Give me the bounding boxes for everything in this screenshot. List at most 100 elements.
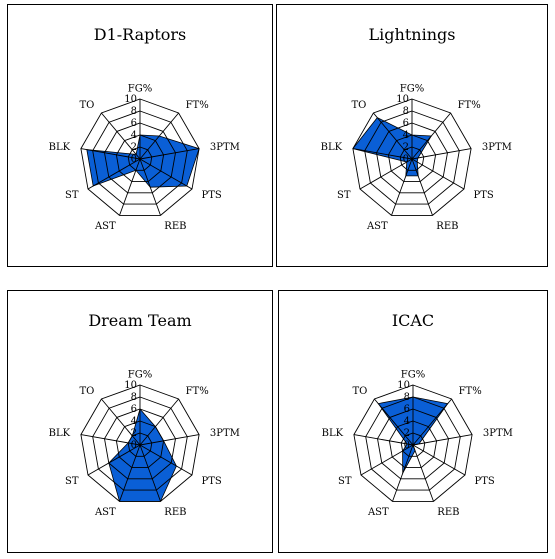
axis-spoke: [139, 148, 200, 160]
tick-label: 8: [131, 106, 137, 117]
axis-label: AST: [94, 221, 116, 232]
grid-ring: [104, 408, 176, 480]
axis-label: FT%: [459, 386, 482, 397]
axis-spoke: [374, 398, 414, 446]
axis-spoke: [412, 444, 434, 502]
chart-panel-dream-team: Dream Team 0 2 4 6 8 10 FG% FT% 3PTM PTS REB AST ST B…: [7, 290, 273, 553]
chart-title: D1-Raptors: [93, 25, 187, 44]
axis-spoke: [411, 158, 433, 216]
tick-label: 8: [403, 106, 409, 117]
tick-label: 0: [404, 440, 410, 451]
grid-ring: [92, 396, 188, 491]
axis-spoke: [139, 444, 161, 502]
axis-spoke: [352, 148, 413, 160]
tick-label: 8: [404, 392, 410, 403]
axis-spoke: [411, 112, 451, 160]
axis-label: REB: [164, 221, 186, 232]
grid-ring: [115, 134, 165, 183]
chart-panel-icac: ICAC 0 2 4 6 8 10 FG% FT% 3PTM PTS REB AST ST BLK TO: [278, 290, 548, 553]
grid-ring: [352, 98, 472, 216]
tick-label: 0: [131, 154, 137, 165]
tick-label: 0: [131, 440, 137, 451]
tick-label: 6: [404, 404, 410, 415]
axis-label: BLK: [322, 428, 344, 439]
axis-spoke: [80, 434, 141, 446]
axis-spoke: [412, 434, 473, 446]
axis-label: 3PTM: [482, 142, 512, 153]
tick-label: 4: [131, 416, 137, 427]
chart-panel-lightnings: Lightnings 0 2 4 6 8 10 FG% FT% 3PTM PTS REB AST ST B…: [276, 4, 548, 267]
grid-ring: [115, 420, 165, 469]
tick-label: 2: [403, 142, 409, 153]
axis-label: 3PTM: [483, 428, 513, 439]
axis-spoke: [412, 444, 466, 476]
tick-label: 6: [403, 118, 409, 129]
axis-label: AST: [367, 507, 389, 518]
axis-label: TO: [80, 100, 95, 111]
axis-label: ST: [65, 476, 79, 487]
axis-spoke: [392, 444, 414, 502]
axis-spoke: [87, 158, 141, 190]
axis-label: FT%: [186, 100, 209, 111]
chart-title: Dream Team: [88, 311, 192, 330]
axis-label: BLK: [49, 142, 71, 153]
grid-ring: [80, 384, 200, 502]
axis-spoke: [412, 398, 452, 446]
grid-ring: [364, 110, 460, 205]
data-polygon: [352, 117, 432, 177]
axis-label: REB: [436, 221, 458, 232]
axis-label: FG%: [400, 84, 424, 95]
axis-label: TO: [353, 386, 368, 397]
axis-label: TO: [352, 100, 367, 111]
grid-ring: [80, 98, 200, 216]
axis-label: AST: [366, 221, 388, 232]
axis-spoke: [119, 158, 141, 216]
grid-ring: [377, 408, 449, 480]
axis-label: AST: [94, 507, 116, 518]
axis-spoke: [373, 112, 413, 160]
axis-label: FG%: [128, 370, 152, 381]
axis-spoke: [139, 398, 179, 446]
grid-ring: [376, 122, 448, 194]
axis-label: PTS: [202, 476, 222, 487]
tick-label: 2: [131, 428, 137, 439]
axis-spoke: [101, 398, 141, 446]
grid-ring: [92, 110, 188, 205]
tick-label: 2: [131, 142, 137, 153]
axis-spoke: [139, 444, 193, 476]
tick-label: 6: [131, 118, 137, 129]
axis-label: BLK: [49, 428, 71, 439]
axis-label: REB: [437, 507, 459, 518]
tick-label: 2: [404, 428, 410, 439]
axis-label: 3PTM: [210, 428, 240, 439]
axis-label: TO: [80, 386, 95, 397]
grid-ring: [387, 134, 437, 183]
chart-panel-d1-raptors: D1-Raptors 0 2 4 6 8 10 FG% FT% 3PTM PTS REB AST ST B…: [7, 4, 273, 267]
chart-title: ICAC: [391, 311, 435, 330]
grid-ring: [365, 396, 461, 491]
axis-label: REB: [164, 507, 186, 518]
tick-label: 4: [131, 130, 137, 141]
axis-label: BLK: [321, 142, 343, 153]
axis-label: ST: [337, 190, 351, 201]
axis-label: PTS: [474, 190, 494, 201]
axis-spoke: [411, 148, 472, 160]
axis-spoke: [139, 158, 161, 216]
axis-label: PTS: [202, 190, 222, 201]
tick-label: 4: [404, 416, 410, 427]
axis-spoke: [139, 158, 193, 190]
grid-ring: [388, 420, 438, 469]
axis-spoke: [359, 158, 413, 190]
axis-spoke: [119, 444, 141, 502]
tick-label: 10: [124, 380, 137, 391]
axis-label: 3PTM: [210, 142, 240, 153]
grid-ring: [353, 384, 473, 502]
axis-label: FG%: [401, 370, 425, 381]
axis-spoke: [139, 434, 200, 446]
tick-label: 8: [131, 392, 137, 403]
axis-label: ST: [65, 190, 79, 201]
axis-label: ST: [338, 476, 352, 487]
